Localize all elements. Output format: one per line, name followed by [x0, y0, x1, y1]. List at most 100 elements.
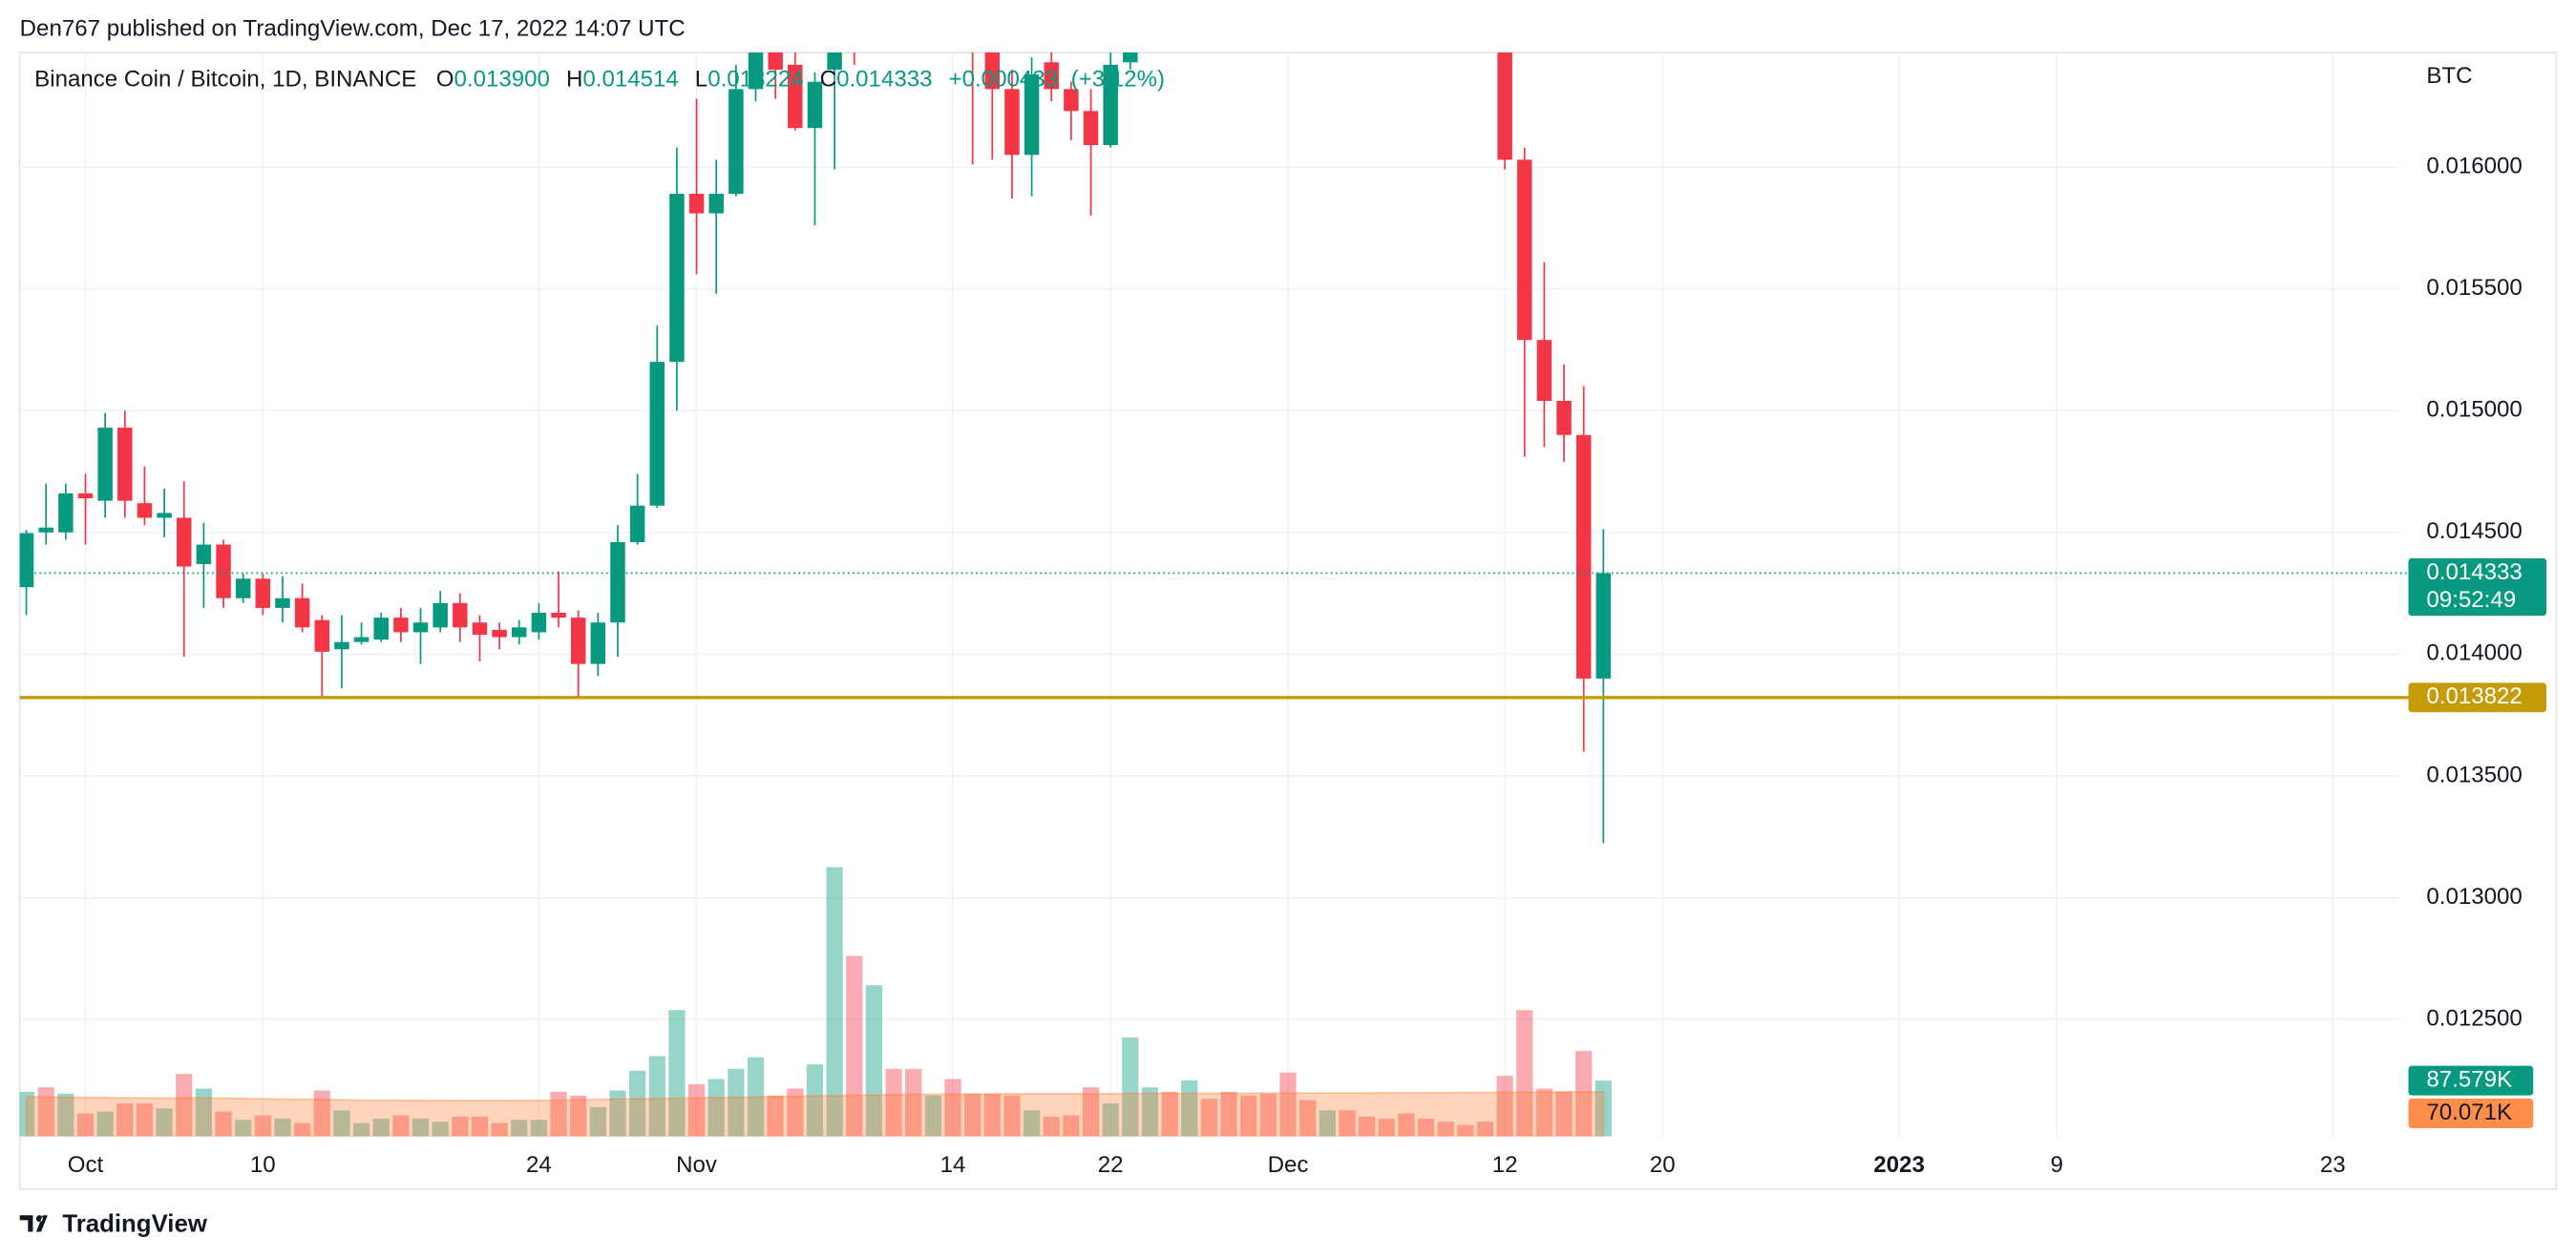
candle-body — [117, 428, 133, 501]
candle-body — [807, 81, 823, 129]
y-tick-label: 0.014500 — [2426, 518, 2522, 544]
candle-body — [353, 637, 370, 642]
volume-bar — [648, 1056, 665, 1137]
volume-bar — [1575, 1051, 1593, 1137]
legend-change: +0.000433 — [949, 67, 1058, 93]
volume-bar — [1063, 1115, 1080, 1137]
candle-body — [512, 627, 527, 638]
volume-bar — [1319, 1110, 1336, 1137]
candle-body — [157, 513, 172, 518]
y-tick-label: 0.013000 — [2426, 884, 2522, 910]
volume-bar — [274, 1118, 291, 1137]
candle-body — [38, 527, 53, 533]
legend-letter: L — [695, 67, 707, 93]
candle-body — [1103, 64, 1118, 146]
volume-bar — [491, 1122, 508, 1137]
volume-bar — [905, 1068, 922, 1137]
volume-bar — [1417, 1118, 1435, 1137]
volume-bar — [1339, 1110, 1356, 1137]
last-price-label: 0.014333 — [2426, 559, 2522, 585]
candle-body — [1575, 434, 1592, 679]
candle-body — [748, 52, 764, 90]
candle-body — [629, 505, 645, 543]
legend-low: 0.013224 — [707, 67, 803, 93]
volume-ma-box — [2408, 1099, 2534, 1129]
volume-bar — [865, 985, 883, 1137]
x-tick-label: 2023 — [1873, 1152, 1925, 1178]
volume-bar — [1200, 1099, 1218, 1137]
candle-body — [1083, 111, 1099, 146]
volume-ma-label: 70.071K — [2426, 1100, 2512, 1125]
candle-body — [827, 52, 842, 70]
volume-bar — [1259, 1093, 1277, 1137]
volume-bar — [235, 1120, 252, 1137]
volume-bar — [767, 1095, 784, 1137]
volume-bar — [1279, 1072, 1297, 1137]
y-tick-label: 0.012500 — [2426, 1006, 2522, 1032]
x-tick-label: Dec — [1268, 1152, 1309, 1178]
volume-bar — [846, 955, 863, 1137]
candle-body — [137, 503, 153, 518]
candle-body — [649, 362, 665, 506]
candle-body — [492, 629, 507, 638]
volume-bar — [747, 1057, 765, 1137]
volume-bar — [1023, 1110, 1041, 1137]
candle-body — [275, 598, 290, 608]
candle-body — [294, 598, 310, 628]
candle-body — [1024, 74, 1040, 156]
volume-bar — [530, 1120, 547, 1137]
overlays: 0.012500 0.013000 0.013500 0.014000 0.014500… — [19, 153, 2546, 1178]
volume-bar — [1555, 1091, 1573, 1137]
volume-bar — [76, 1113, 95, 1137]
volume-bar — [1594, 1080, 1612, 1137]
candle-body — [196, 544, 212, 564]
volume-bar — [432, 1122, 449, 1137]
x-tick-label: 22 — [1098, 1152, 1124, 1178]
volume-bar — [1378, 1118, 1395, 1137]
candle-body — [768, 52, 783, 70]
x-tick-label: 9 — [2051, 1152, 2063, 1178]
volume-bar — [1358, 1116, 1376, 1137]
volume-bar — [1003, 1095, 1021, 1137]
volume-bar — [589, 1106, 606, 1137]
volume-bar — [787, 1088, 804, 1137]
footer-logo: TradingView — [19, 1210, 208, 1237]
candle-body — [433, 602, 448, 628]
volume-bar — [944, 1079, 961, 1137]
candle-body — [551, 613, 566, 619]
candle-body — [1064, 89, 1079, 112]
volume-bar — [1161, 1091, 1178, 1137]
candle-body — [97, 428, 113, 501]
candle-body — [1517, 159, 1532, 341]
legend-letter: H — [566, 67, 582, 93]
volume-ma-area — [25, 1090, 1605, 1137]
volume-bar — [1220, 1091, 1237, 1137]
candle-body — [1004, 89, 1020, 156]
x-tick-label: Oct — [68, 1152, 104, 1178]
volume-bar — [668, 1010, 686, 1137]
candle-body — [570, 618, 586, 664]
volume-bar — [176, 1074, 193, 1137]
legend-letter: O — [436, 67, 454, 93]
volume-bar — [215, 1111, 232, 1137]
candle-body — [1595, 573, 1612, 679]
candle-body — [688, 194, 705, 214]
volume-bar — [452, 1116, 469, 1137]
y-tick-label: 0.015500 — [2426, 275, 2522, 301]
volume-bar — [609, 1090, 626, 1137]
legend-open: 0.013900 — [454, 67, 550, 93]
x-tick-label: 10 — [250, 1152, 276, 1178]
candle-body — [669, 194, 685, 363]
x-tick-label: Nov — [676, 1152, 717, 1178]
x-tick-label: 24 — [526, 1152, 552, 1178]
candle-body — [412, 622, 429, 633]
volume-bar — [687, 1083, 706, 1137]
footer-brand: TradingView — [62, 1210, 207, 1237]
volume-bar — [1102, 1102, 1119, 1137]
candle-body — [531, 613, 547, 633]
volume-bar — [156, 1108, 173, 1137]
volume-bar — [1181, 1080, 1198, 1137]
volume-bar — [1082, 1087, 1100, 1137]
candle-body — [1497, 52, 1512, 160]
symbol: Binance Coin / Bitcoin, 1D, BINANCE — [34, 67, 416, 93]
